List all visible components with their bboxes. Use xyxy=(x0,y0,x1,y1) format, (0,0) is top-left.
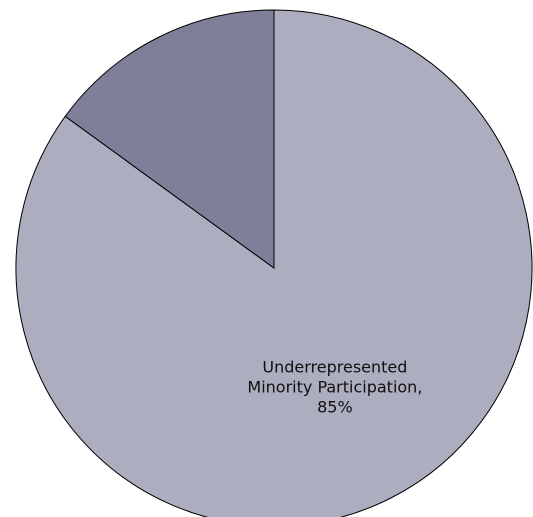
slice-labels: Underrepresented Minority Participation, 8… xyxy=(247,358,422,417)
slice-label-0: Underrepresented Minority Participation, 8… xyxy=(247,358,422,417)
pie-slices xyxy=(15,9,533,517)
slice-label-line: Underrepresented xyxy=(262,358,407,377)
slice-label-line: Minority Participation, xyxy=(247,378,422,397)
slice-label-line: 85% xyxy=(317,398,353,417)
pie-slice-0 xyxy=(15,9,533,517)
pie-slice-1 xyxy=(64,9,275,269)
